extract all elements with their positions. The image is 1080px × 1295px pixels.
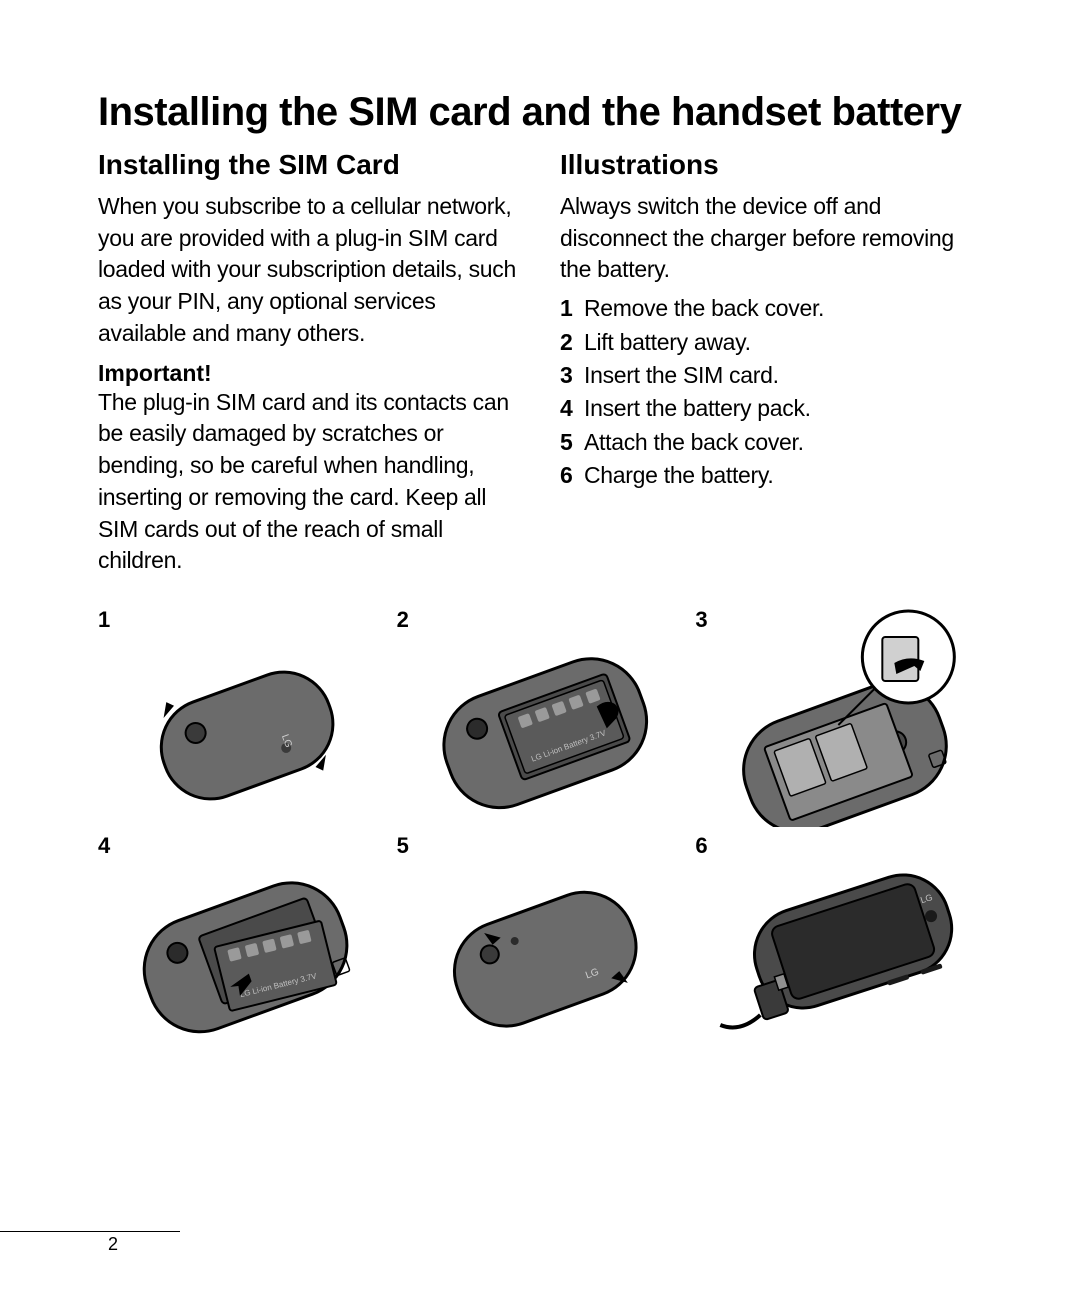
illustration-3: 3 — [695, 607, 982, 827]
illustration-grid: 1 LG 2 — [98, 607, 982, 1053]
phone-remove-cover-icon: LG — [98, 607, 385, 827]
phone-lift-battery-icon: LG Li-ion Battery 3.7V — [397, 607, 684, 827]
illustration-5: 5 LG — [397, 833, 684, 1053]
page-title: Installing the SIM card and the handset … — [98, 90, 982, 135]
illustration-1: 1 LG — [98, 607, 385, 827]
step-text: Remove the back cover. — [584, 292, 824, 325]
phone-charge-icon: LG — [695, 833, 982, 1053]
step-list: 1 Remove the back cover. 2 Lift battery aw… — [560, 292, 982, 492]
illustration-2: 2 LG Li-ion Battery 3.7V — [397, 607, 684, 827]
step-text: Attach the back cover. — [584, 426, 804, 459]
step-item: 4 Insert the battery pack. — [560, 392, 982, 425]
left-heading: Installing the SIM Card — [98, 149, 520, 181]
step-item: 3 Insert the SIM card. — [560, 359, 982, 392]
step-number: 2 — [560, 326, 574, 359]
phone-insert-sim-icon — [695, 607, 982, 827]
illustration-6: 6 LG — [695, 833, 982, 1053]
step-text: Insert the SIM card. — [584, 359, 779, 392]
illustration-number: 6 — [695, 833, 707, 859]
page-footer: 2 — [0, 1231, 180, 1255]
left-para-intro: When you subscribe to a cellular network… — [98, 191, 520, 350]
illustration-4: 4 LG Li-ion Battery 3.7V — [98, 833, 385, 1053]
step-number: 6 — [560, 459, 574, 492]
content-columns: Installing the SIM Card When you subscri… — [98, 149, 982, 577]
phone-attach-cover-icon: LG — [397, 833, 684, 1053]
illustration-number: 3 — [695, 607, 707, 633]
left-para-warning: The plug-in SIM card and its contacts ca… — [98, 387, 520, 577]
illustration-number: 2 — [397, 607, 409, 633]
step-number: 1 — [560, 292, 574, 325]
illustration-number: 5 — [397, 833, 409, 859]
step-item: 5 Attach the back cover. — [560, 426, 982, 459]
right-column: Illustrations Always switch the device o… — [560, 149, 982, 577]
phone-insert-battery-icon: LG Li-ion Battery 3.7V — [98, 833, 385, 1053]
left-column: Installing the SIM Card When you subscri… — [98, 149, 520, 577]
step-text: Lift battery away. — [584, 326, 751, 359]
step-item: 2 Lift battery away. — [560, 326, 982, 359]
step-item: 1 Remove the back cover. — [560, 292, 982, 325]
step-item: 6 Charge the battery. — [560, 459, 982, 492]
important-label: Important! — [98, 360, 520, 387]
step-number: 3 — [560, 359, 574, 392]
step-text: Charge the battery. — [584, 459, 774, 492]
right-para-intro: Always switch the device off and disconn… — [560, 191, 982, 286]
step-text: Insert the battery pack. — [584, 392, 811, 425]
right-heading: Illustrations — [560, 149, 982, 181]
illustration-number: 1 — [98, 607, 110, 633]
illustration-number: 4 — [98, 833, 110, 859]
step-number: 4 — [560, 392, 574, 425]
step-number: 5 — [560, 426, 574, 459]
page-number: 2 — [108, 1234, 118, 1254]
